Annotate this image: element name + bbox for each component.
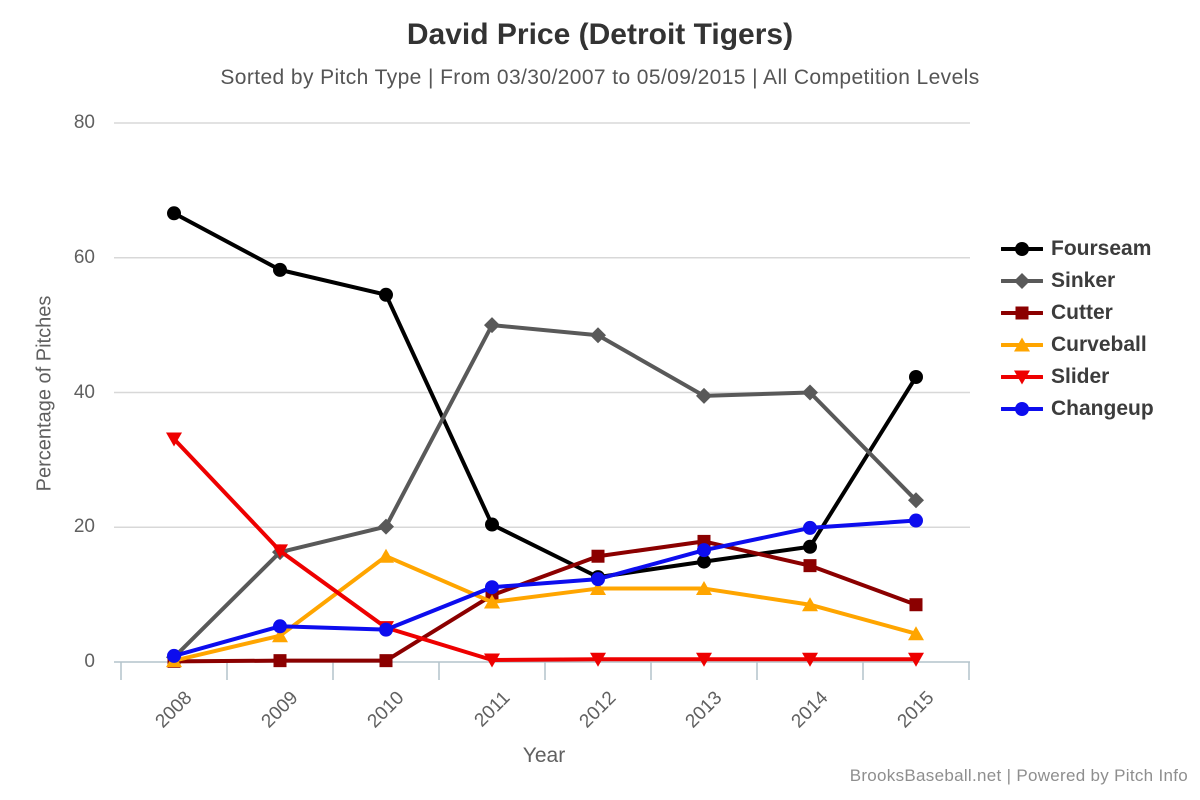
legend-label: Curveball bbox=[1051, 333, 1147, 356]
marker-fourseam-2011 bbox=[485, 517, 499, 532]
marker-fourseam-2015 bbox=[909, 370, 923, 385]
y-tick-label-80: 80 bbox=[73, 112, 95, 133]
marker-changeup-2011 bbox=[485, 580, 499, 595]
series-sinker bbox=[166, 317, 924, 666]
marker-changeup-2008 bbox=[167, 648, 181, 663]
legend-marker-shape bbox=[1014, 273, 1030, 289]
marker-fourseam-2010 bbox=[379, 287, 393, 302]
marker-cutter-2014 bbox=[803, 559, 817, 573]
marker-curveball-2013 bbox=[696, 581, 712, 596]
legend-marker-shape bbox=[1015, 242, 1029, 256]
y-axis-title: Percentage of Pitches bbox=[33, 295, 56, 492]
chart-title: David Price (Detroit Tigers) bbox=[406, 18, 794, 51]
y-tick-label-40: 40 bbox=[73, 381, 95, 403]
legend-marker-square-icon bbox=[1001, 306, 1043, 320]
marker-changeup-2010 bbox=[379, 622, 393, 637]
legend-label: Fourseam bbox=[1051, 237, 1152, 260]
series-line-curveball bbox=[172, 554, 918, 663]
marker-slider-2008 bbox=[166, 432, 182, 447]
marker-slider-2012 bbox=[590, 652, 606, 667]
legend-marker-shape bbox=[1014, 370, 1030, 385]
series-line-sinker bbox=[172, 323, 918, 660]
marker-sinker-2011 bbox=[484, 317, 500, 334]
marker-curveball-2011 bbox=[484, 594, 500, 609]
marker-sinker-2013 bbox=[696, 387, 712, 404]
marker-curveball-2010 bbox=[378, 548, 394, 563]
marker-slider-2015 bbox=[908, 652, 924, 667]
legend-label: Cutter bbox=[1051, 301, 1113, 324]
legend-label: Slider bbox=[1051, 365, 1110, 388]
chart-subtitle: Sorted by Pitch Type | From 03/30/2007 t… bbox=[220, 66, 980, 89]
marker-slider-2014 bbox=[802, 652, 818, 667]
legend-item-fourseam[interactable]: Fourseam bbox=[1001, 233, 1154, 265]
marker-slider-2009 bbox=[272, 544, 288, 559]
marker-slider-2011 bbox=[484, 653, 500, 668]
legend-marker-triangle-up-icon bbox=[1001, 337, 1043, 352]
series-line-cutter bbox=[172, 539, 918, 664]
series-line-fourseam bbox=[172, 211, 918, 580]
legend-marker-triangle-down-icon bbox=[1001, 370, 1043, 385]
legend-item-sinker[interactable]: Sinker bbox=[1001, 265, 1154, 297]
footer-credit: BrooksBaseball.net | Powered by Pitch In… bbox=[849, 766, 1188, 785]
marker-fourseam-2009 bbox=[273, 262, 287, 277]
marker-curveball-2012 bbox=[590, 581, 606, 596]
marker-changeup-2014 bbox=[803, 520, 817, 535]
legend-marker-circle-icon bbox=[1001, 242, 1043, 256]
legend-item-cutter[interactable]: Cutter bbox=[1001, 297, 1154, 329]
marker-cutter-2010 bbox=[379, 654, 393, 668]
legend-item-curveball[interactable]: Curveball bbox=[1001, 329, 1154, 361]
marker-curveball-2014 bbox=[802, 597, 818, 612]
series-line-slider bbox=[172, 436, 918, 662]
legend-item-slider[interactable]: Slider bbox=[1001, 361, 1154, 393]
legend-marker-diamond-icon bbox=[1001, 273, 1043, 289]
marker-cutter-2009 bbox=[273, 654, 287, 668]
marker-sinker-2010 bbox=[378, 518, 394, 535]
legend-marker-shape bbox=[1014, 337, 1030, 352]
legend-marker-shape bbox=[1015, 306, 1029, 320]
series-fourseam bbox=[167, 206, 923, 585]
series-changeup bbox=[167, 513, 923, 663]
marker-cutter-2012 bbox=[591, 549, 605, 563]
series-line-changeup bbox=[172, 518, 918, 658]
legend-label: Changeup bbox=[1051, 397, 1154, 420]
marker-fourseam-2013 bbox=[697, 554, 711, 569]
marker-changeup-2015 bbox=[909, 513, 923, 528]
y-tick-label-20: 20 bbox=[73, 516, 95, 538]
y-tick-label-60: 60 bbox=[73, 246, 95, 268]
marker-changeup-2012 bbox=[591, 572, 605, 587]
marker-fourseam-2014 bbox=[803, 539, 817, 554]
marker-fourseam-2008 bbox=[167, 206, 181, 221]
marker-curveball-2015 bbox=[908, 626, 924, 641]
marker-curveball-2009 bbox=[272, 628, 288, 643]
marker-sinker-2015 bbox=[908, 492, 924, 509]
legend-marker-shape bbox=[1015, 402, 1029, 416]
legend-marker-circle-icon bbox=[1001, 402, 1043, 416]
marker-sinker-2014 bbox=[802, 384, 818, 401]
marker-changeup-2009 bbox=[273, 619, 287, 634]
x-axis-title: Year bbox=[522, 744, 566, 767]
marker-cutter-2015 bbox=[909, 598, 923, 612]
legend-label: Sinker bbox=[1051, 269, 1116, 292]
marker-sinker-2012 bbox=[590, 327, 606, 344]
legend-item-changeup[interactable]: Changeup bbox=[1001, 393, 1154, 425]
y-tick-label-0: 0 bbox=[84, 651, 95, 672]
marker-slider-2013 bbox=[696, 652, 712, 667]
marker-changeup-2013 bbox=[697, 543, 711, 558]
legend: Fourseam Sinker Cutter Curveball Slider Chang… bbox=[1001, 233, 1154, 425]
series-curveball bbox=[166, 548, 924, 668]
